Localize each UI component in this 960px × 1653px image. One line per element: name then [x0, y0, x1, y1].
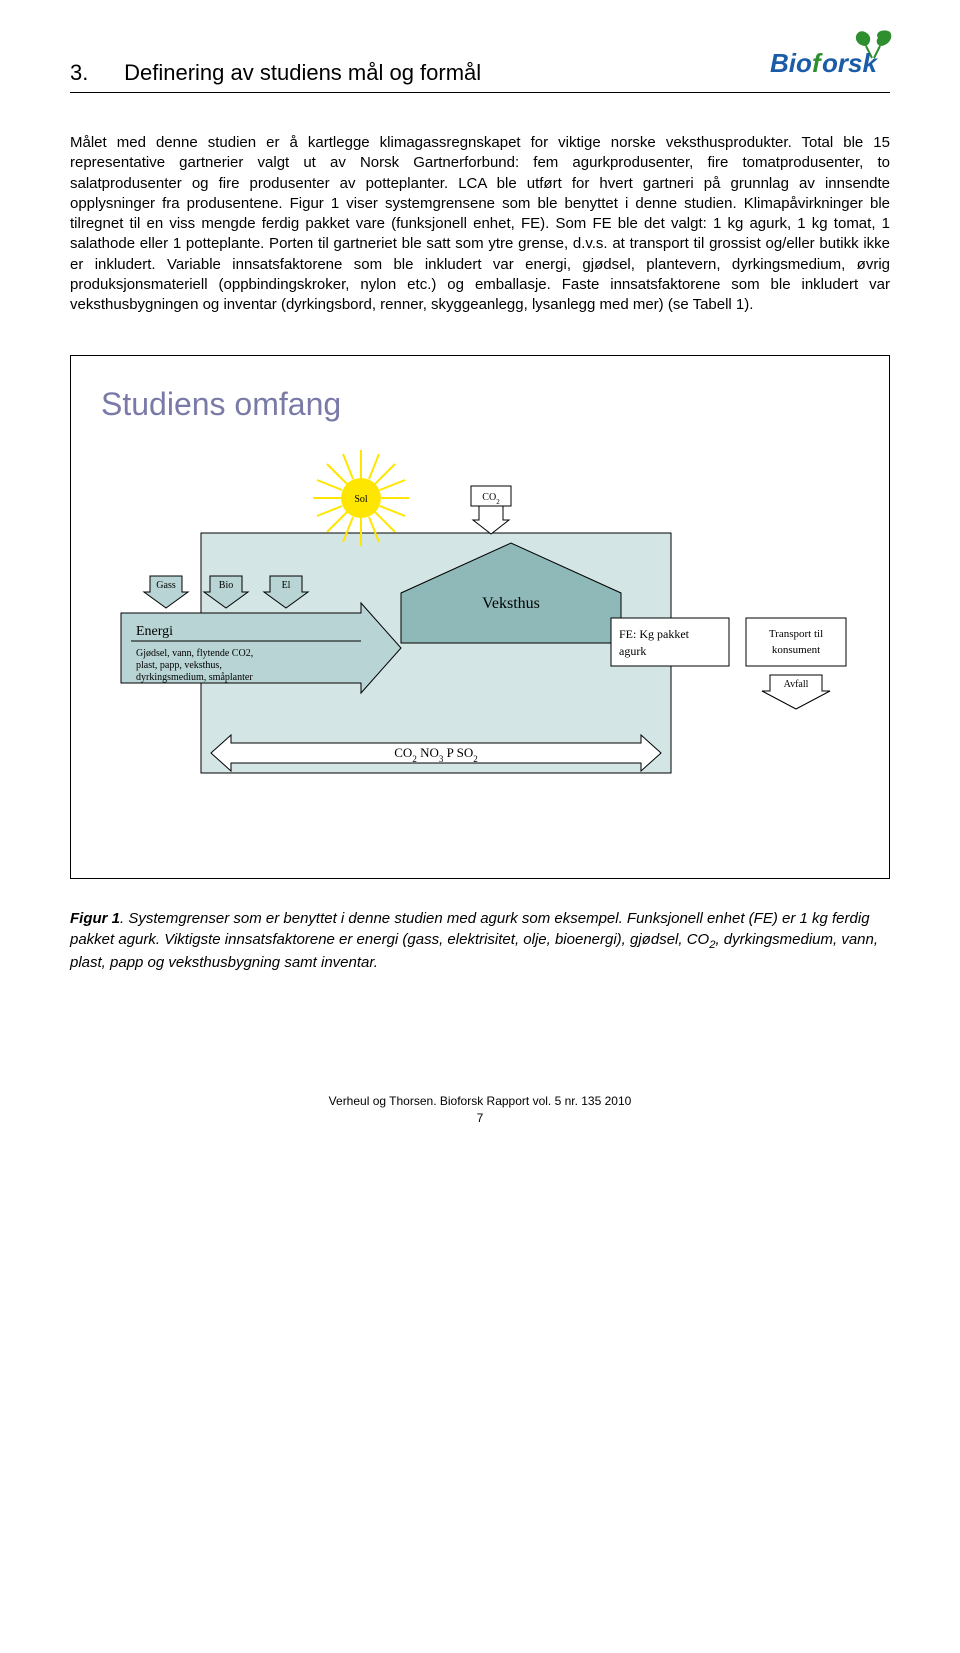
- svg-text:dyrkingsmedium, småplanter: dyrkingsmedium, småplanter: [136, 672, 253, 683]
- svg-text:agurk: agurk: [619, 644, 646, 658]
- footer-citation: Verheul og Thorsen. Bioforsk Rapport vol…: [70, 1093, 890, 1110]
- svg-text:plast, papp, veksthus,: plast, papp, veksthus,: [136, 660, 222, 671]
- svg-text:orsk: orsk: [822, 48, 878, 78]
- svg-text:Bio: Bio: [219, 580, 233, 591]
- heading-title: Definering av studiens mål og formål: [124, 60, 481, 85]
- svg-text:Bio: Bio: [770, 48, 812, 78]
- heading-number: 3.: [70, 60, 118, 86]
- page-footer: Verheul og Thorsen. Bioforsk Rapport vol…: [70, 1093, 890, 1127]
- caption-text: . Systemgrenser som er benyttet i denne …: [70, 910, 878, 970]
- svg-text:Sol: Sol: [354, 494, 368, 505]
- main-paragraph: Målet med denne studien er å kartlegge k…: [70, 133, 890, 315]
- figure-caption: Figur 1. Systemgrenser som er benyttet i…: [70, 909, 890, 973]
- diagram-frame: Studiens omfang: [70, 355, 890, 879]
- footer-page-number: 7: [70, 1110, 890, 1127]
- svg-text:Avfall: Avfall: [784, 679, 809, 690]
- svg-text:El: El: [282, 580, 291, 591]
- svg-text:Energi: Energi: [136, 624, 173, 639]
- svg-text:FE: Kg pakket: FE: Kg pakket: [619, 627, 690, 641]
- diagram-title: Studiens omfang: [101, 386, 879, 423]
- svg-text:Veksthus: Veksthus: [482, 595, 540, 612]
- svg-text:konsument: konsument: [772, 644, 820, 656]
- system-boundary-diagram: Sol CO2 Veksthus Energi Gjødsel, vann, f…: [81, 423, 861, 843]
- svg-text:Gass: Gass: [156, 580, 176, 591]
- svg-text:Transport til: Transport til: [769, 628, 823, 640]
- svg-text:Gjødsel, vann, flytende CO2,: Gjødsel, vann, flytende CO2,: [136, 648, 253, 659]
- bioforsk-logo: Bio f orsk: [760, 28, 900, 93]
- caption-lead: Figur 1: [70, 910, 120, 927]
